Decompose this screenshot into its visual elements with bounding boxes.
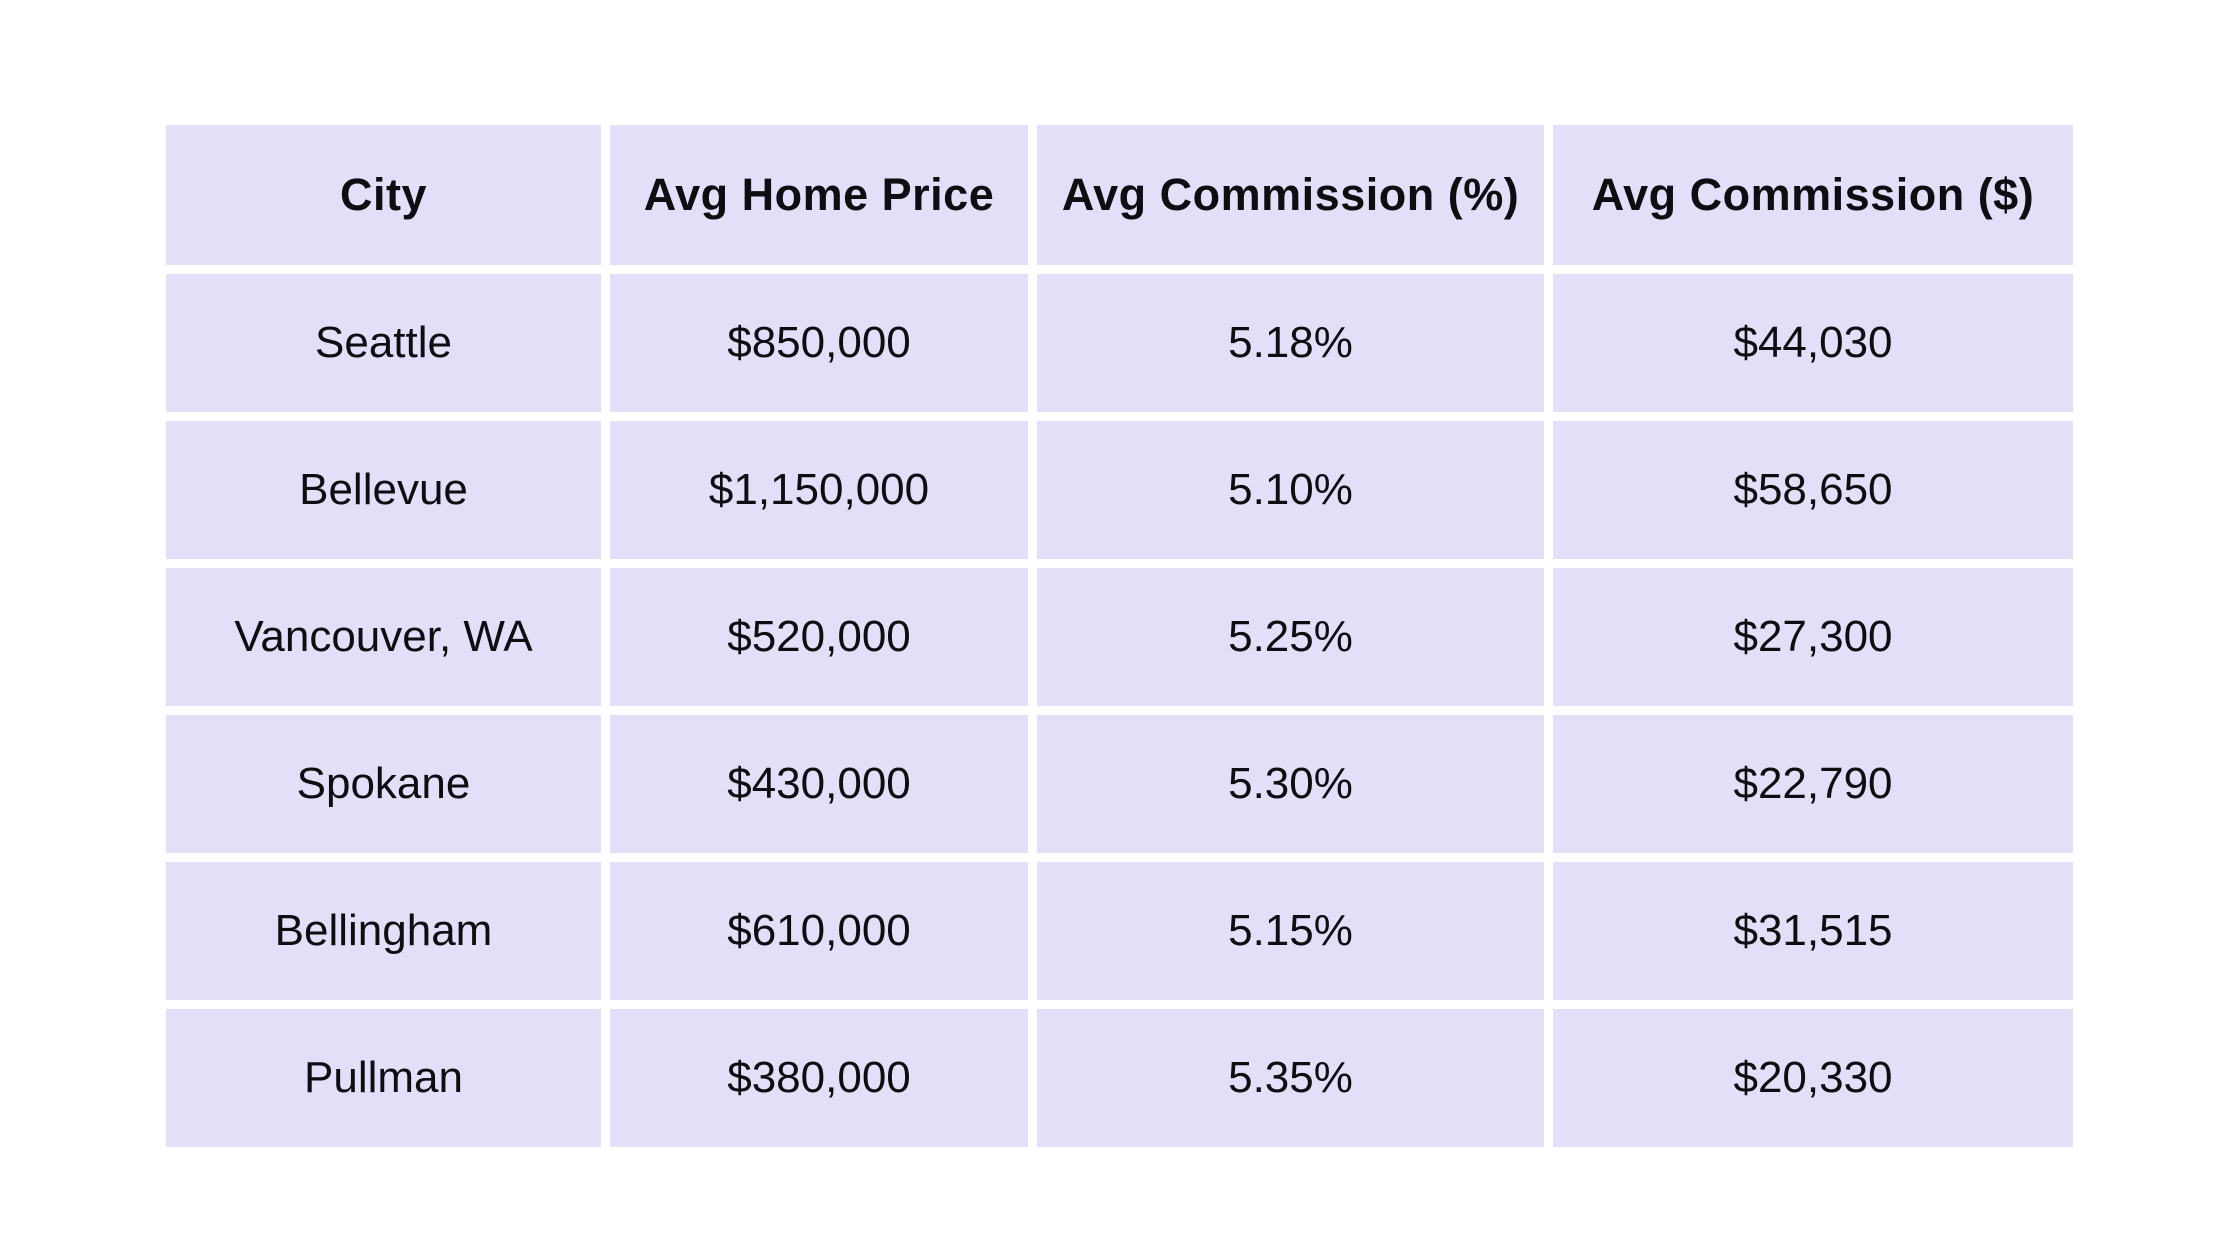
avg-home-price-cell: $610,000 bbox=[610, 862, 1028, 1000]
avg-home-price-cell: $380,000 bbox=[610, 1009, 1028, 1147]
avg-commission-pct-cell: 5.35% bbox=[1037, 1009, 1544, 1147]
avg-commission-pct-cell: 5.18% bbox=[1037, 274, 1544, 412]
city-cell: Spokane bbox=[166, 715, 601, 853]
avg-commission-pct-cell: 5.15% bbox=[1037, 862, 1544, 1000]
avg-home-price-cell: $520,000 bbox=[610, 568, 1028, 706]
avg-commission-usd-cell: $44,030 bbox=[1553, 274, 2073, 412]
avg-commission-usd-cell: $58,650 bbox=[1553, 421, 2073, 559]
avg-home-price-cell: $1,150,000 bbox=[610, 421, 1028, 559]
avg-commission-usd-cell: $31,515 bbox=[1553, 862, 2073, 1000]
avg-home-price-cell: $850,000 bbox=[610, 274, 1028, 412]
avg-commission-pct-cell: 5.25% bbox=[1037, 568, 1544, 706]
avg-commission-pct-cell: 5.30% bbox=[1037, 715, 1544, 853]
city-cell: Bellevue bbox=[166, 421, 601, 559]
avg-commission-usd-cell: $27,300 bbox=[1553, 568, 2073, 706]
column-header-city: City bbox=[166, 125, 601, 265]
avg-commission-pct-cell: 5.10% bbox=[1037, 421, 1544, 559]
city-cell: Seattle bbox=[166, 274, 601, 412]
city-cell: Vancouver, WA bbox=[166, 568, 601, 706]
column-header-avg-home-price: Avg Home Price bbox=[610, 125, 1028, 265]
city-cell: Bellingham bbox=[166, 862, 601, 1000]
avg-home-price-cell: $430,000 bbox=[610, 715, 1028, 853]
column-header-avg-commission-pct: Avg Commission (%) bbox=[1037, 125, 1544, 265]
commission-table: City Avg Home Price Avg Commission (%) A… bbox=[166, 125, 2073, 1147]
city-cell: Pullman bbox=[166, 1009, 601, 1147]
avg-commission-usd-cell: $22,790 bbox=[1553, 715, 2073, 853]
avg-commission-usd-cell: $20,330 bbox=[1553, 1009, 2073, 1147]
column-header-avg-commission-usd: Avg Commission ($) bbox=[1553, 125, 2073, 265]
